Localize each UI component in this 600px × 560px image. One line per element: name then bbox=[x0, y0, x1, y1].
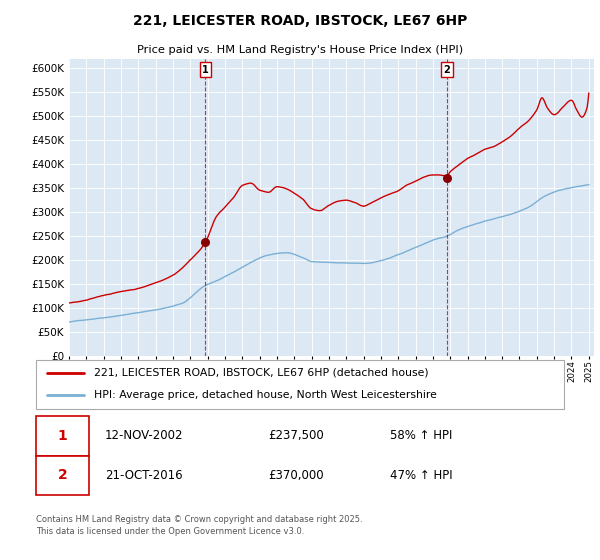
Text: 2: 2 bbox=[58, 468, 67, 482]
Text: 2: 2 bbox=[443, 65, 450, 75]
Text: Price paid vs. HM Land Registry's House Price Index (HPI): Price paid vs. HM Land Registry's House … bbox=[137, 45, 463, 55]
Text: 221, LEICESTER ROAD, IBSTOCK, LE67 6HP (detached house): 221, LEICESTER ROAD, IBSTOCK, LE67 6HP (… bbox=[94, 368, 429, 378]
FancyBboxPatch shape bbox=[36, 456, 89, 495]
Text: 1: 1 bbox=[58, 429, 67, 443]
Text: 21-OCT-2016: 21-OCT-2016 bbox=[104, 469, 182, 482]
Text: 12-NOV-2002: 12-NOV-2002 bbox=[104, 430, 183, 442]
Text: 221, LEICESTER ROAD, IBSTOCK, LE67 6HP: 221, LEICESTER ROAD, IBSTOCK, LE67 6HP bbox=[133, 14, 467, 28]
Text: 58% ↑ HPI: 58% ↑ HPI bbox=[390, 430, 452, 442]
Text: £370,000: £370,000 bbox=[268, 469, 324, 482]
FancyBboxPatch shape bbox=[36, 360, 564, 409]
Text: 47% ↑ HPI: 47% ↑ HPI bbox=[390, 469, 452, 482]
Text: HPI: Average price, detached house, North West Leicestershire: HPI: Average price, detached house, Nort… bbox=[94, 390, 437, 400]
Text: £237,500: £237,500 bbox=[268, 430, 324, 442]
Text: 1: 1 bbox=[202, 65, 209, 75]
Text: Contains HM Land Registry data © Crown copyright and database right 2025.
This d: Contains HM Land Registry data © Crown c… bbox=[36, 515, 362, 536]
FancyBboxPatch shape bbox=[36, 417, 89, 456]
